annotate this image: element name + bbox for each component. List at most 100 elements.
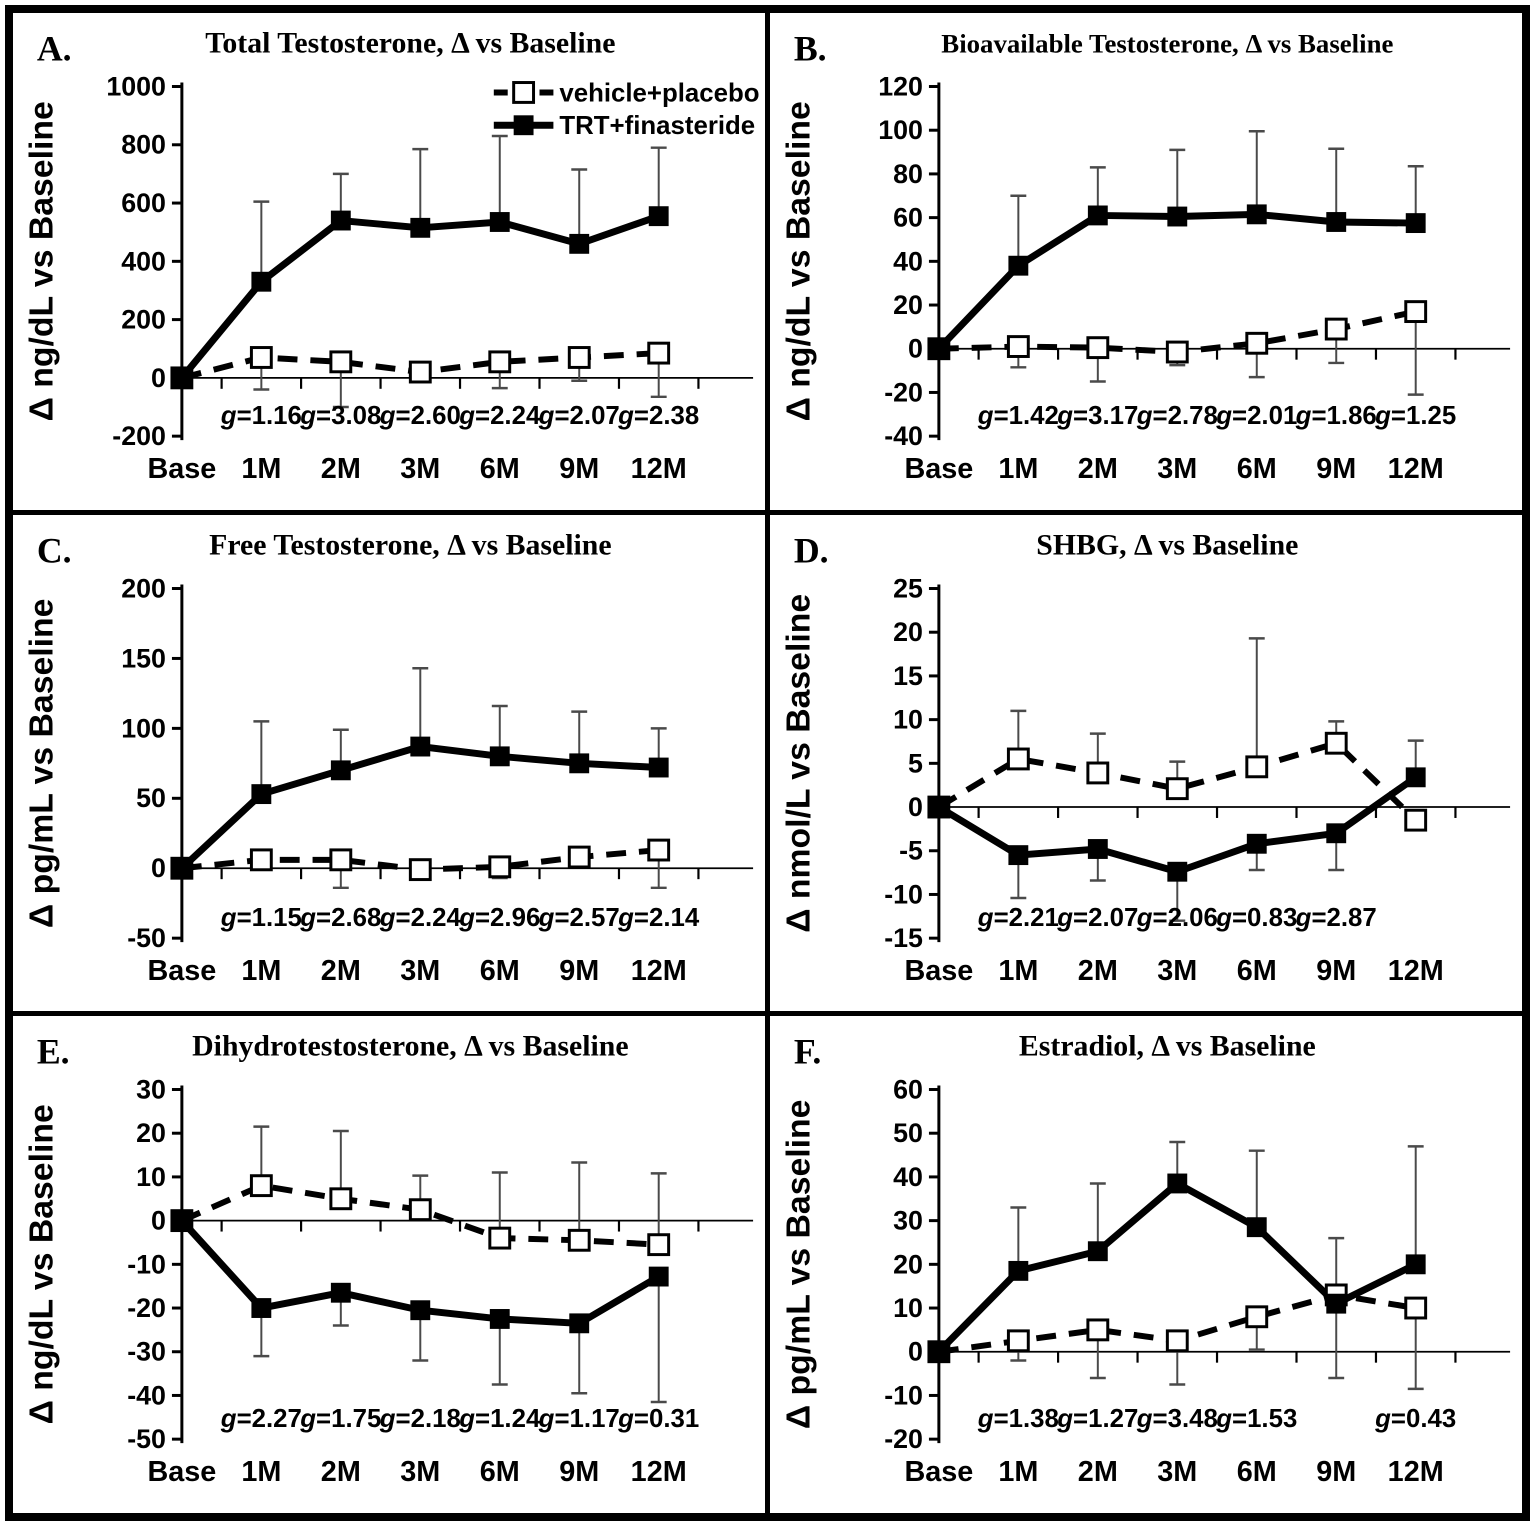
y-tick-label: -20 xyxy=(884,377,923,407)
effect-size-value: =2.27 xyxy=(237,1406,302,1434)
six-panel-hormone-figure: A. Total Testosterone, Δ vs Baseline Δ ng/… xyxy=(5,5,1530,1521)
x-tick-label: 1M xyxy=(241,955,281,987)
x-tick-label: Base xyxy=(904,1456,973,1488)
y-axis-title: Δ pg/mL vs Baseline xyxy=(23,598,61,928)
effect-size-label: g=3.48 xyxy=(1136,1406,1218,1434)
marker-filled-square-trt xyxy=(251,1298,272,1319)
marker-filled-square-trt xyxy=(1087,205,1108,226)
panel-title: Total Testosterone, Δ vs Baseline xyxy=(205,27,615,60)
x-tick-label: Base xyxy=(147,1456,216,1488)
effect-size-value: =1.38 xyxy=(994,1406,1059,1434)
x-tick-label: 12M xyxy=(1388,955,1444,987)
marker-open-square-placebo xyxy=(329,350,353,374)
marker-open-square-placebo xyxy=(647,341,671,365)
effect-size-symbol: g xyxy=(1056,402,1073,430)
y-tick-label: 10 xyxy=(893,704,923,734)
effect-size-value: =1.42 xyxy=(994,402,1059,430)
effect-size-label: g=0.83 xyxy=(1215,904,1297,932)
y-tick-label: -50 xyxy=(127,1424,166,1454)
x-tick-label: 2M xyxy=(321,1456,361,1488)
x-tick-label: 12M xyxy=(1388,1456,1444,1488)
x-tick-label: 2M xyxy=(321,453,361,485)
x-tick-label: 6M xyxy=(1237,453,1277,485)
effect-size-label: g=2.24 xyxy=(458,402,541,430)
marker-filled-square-trt xyxy=(1008,844,1029,865)
marker-filled-square-trt xyxy=(251,271,272,292)
effect-size-symbol: g xyxy=(458,904,475,932)
marker-filled-square-trt xyxy=(1405,767,1426,787)
effect-size-label: g=1.16 xyxy=(220,402,302,430)
effect-size-label: g=1.53 xyxy=(1215,1406,1297,1434)
effect-size-value: =2.24 xyxy=(396,904,462,932)
marker-filled-square-trt xyxy=(928,1342,949,1363)
effect-size-label: g=1.27 xyxy=(1056,1406,1138,1434)
marker-filled-square-trt xyxy=(489,746,510,766)
marker-open-square-placebo xyxy=(1245,1305,1269,1329)
y-tick-label: 30 xyxy=(893,1206,923,1236)
effect-size-value: =1.16 xyxy=(237,402,302,430)
effect-size-value: =2.78 xyxy=(1153,402,1218,430)
marker-open-square-placebo xyxy=(1006,747,1030,771)
effect-size-value: =2.96 xyxy=(475,904,540,932)
y-tick-label: 40 xyxy=(893,1162,923,1192)
panel-c: C. Free Testosterone, Δ vs Baseline Δ pg/m… xyxy=(13,514,765,1012)
panel-label: C. xyxy=(37,530,72,570)
panel-f: F. Estradiol, Δ vs Baseline Δ pg/mL vs Bas… xyxy=(770,1016,1522,1513)
effect-size-value: =0.31 xyxy=(634,1406,699,1434)
marker-filled-square-trt xyxy=(410,1300,431,1321)
effect-size-label: g=2.07 xyxy=(1056,904,1138,932)
effect-size-value: =2.01 xyxy=(1232,402,1297,430)
effect-size-value: =1.75 xyxy=(316,1406,381,1434)
marker-filled-square-trt xyxy=(928,338,949,359)
x-tick-label: 2M xyxy=(321,955,361,987)
effect-size-label: g=2.68 xyxy=(299,904,381,932)
y-tick-label: -20 xyxy=(127,1293,166,1323)
panel-label: E. xyxy=(37,1032,70,1072)
marker-filled-square-trt xyxy=(489,212,510,232)
effect-size-label: g=1.15 xyxy=(220,904,302,932)
marker-filled-square-trt xyxy=(171,857,192,878)
marker-filled-square-trt xyxy=(330,210,351,231)
marker-filled-square-trt xyxy=(648,1266,669,1287)
x-tick-label: 3M xyxy=(1157,955,1197,987)
effect-size-value: =2.21 xyxy=(994,904,1059,932)
effect-size-label: g=1.42 xyxy=(977,402,1059,430)
y-tick-label: 50 xyxy=(136,783,166,813)
marker-open-square-placebo xyxy=(1086,761,1110,785)
y-tick-label: 20 xyxy=(136,1118,166,1148)
panel-a: A. Total Testosterone, Δ vs Baseline Δ ng/… xyxy=(13,13,765,510)
marker-filled-square-trt xyxy=(171,367,192,388)
y-axis-title: Δ ng/dL vs Baseline xyxy=(23,101,61,421)
x-tick-label: 3M xyxy=(400,1456,440,1488)
effect-size-symbol: g xyxy=(220,904,237,932)
marker-open-square-placebo xyxy=(567,845,591,869)
effect-size-symbol: g xyxy=(538,1406,555,1434)
marker-open-square-placebo xyxy=(647,1233,671,1257)
marker-open-square-placebo xyxy=(329,848,353,871)
marker-filled-square-trt xyxy=(1087,838,1108,859)
x-tick-label: 2M xyxy=(1078,453,1118,485)
y-tick-label: 30 xyxy=(136,1075,166,1105)
y-tick-label: 5 xyxy=(908,748,923,778)
x-tick-label: 9M xyxy=(1316,955,1356,987)
x-tick-label: 9M xyxy=(559,1456,599,1488)
y-tick-label: 150 xyxy=(121,643,166,673)
effect-size-value: =0.43 xyxy=(1391,1406,1456,1434)
effect-size-symbol: g xyxy=(458,1406,475,1434)
y-tick-label: -20 xyxy=(884,1424,923,1454)
panel-label: A. xyxy=(37,29,72,69)
y-tick-label: -5 xyxy=(899,835,923,865)
effect-size-label: g=2.18 xyxy=(379,1406,461,1434)
effect-size-symbol: g xyxy=(1295,904,1312,932)
marker-open-square-placebo xyxy=(488,855,512,878)
legend-item-trt: TRT+finasteride xyxy=(493,112,755,140)
effect-size-symbol: g xyxy=(379,402,396,430)
effect-size-value: =0.83 xyxy=(1232,904,1297,932)
marker-filled-square-trt xyxy=(569,233,590,254)
x-tick-label: 3M xyxy=(400,955,440,987)
effect-size-value: =2.87 xyxy=(1311,904,1376,932)
y-tick-label: 600 xyxy=(121,188,166,218)
x-tick-label: 6M xyxy=(480,453,520,485)
effect-size-symbol: g xyxy=(1374,1406,1391,1434)
marker-filled-square-trt xyxy=(1405,1254,1426,1275)
